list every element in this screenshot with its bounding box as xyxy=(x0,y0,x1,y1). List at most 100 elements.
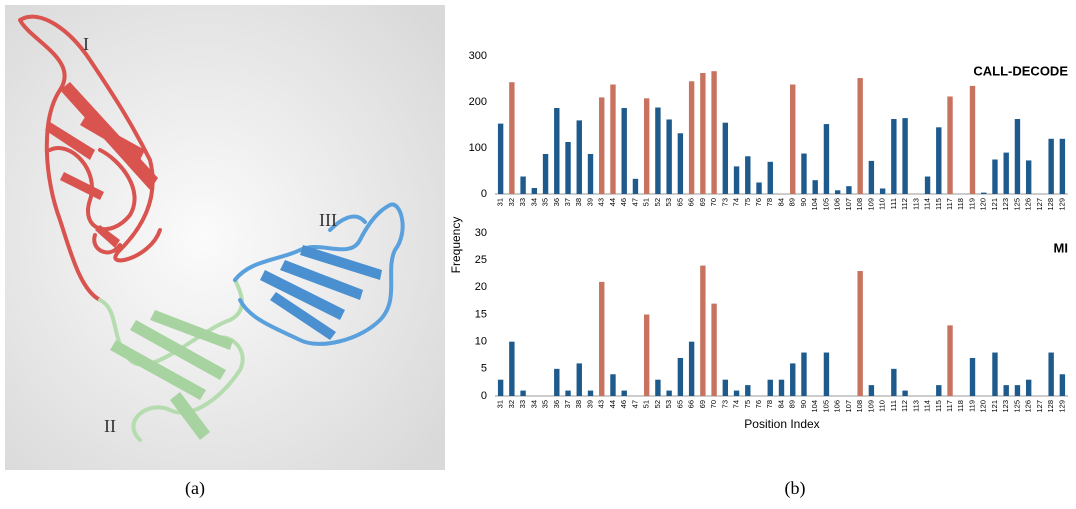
x-tick-label: 89 xyxy=(788,198,797,206)
bar xyxy=(509,342,514,396)
x-tick-label: 38 xyxy=(574,198,583,206)
x-tick-label: 118 xyxy=(956,400,965,412)
x-tick-label: 73 xyxy=(720,400,729,408)
bar xyxy=(1026,380,1031,396)
bar xyxy=(801,154,806,194)
bar xyxy=(520,391,525,396)
bar xyxy=(498,124,503,194)
bar xyxy=(498,380,503,396)
x-tick-label: 121 xyxy=(990,400,999,413)
x-tick-label: 53 xyxy=(664,198,673,206)
x-tick-label: 123 xyxy=(1001,198,1010,211)
x-tick-label: 106 xyxy=(833,400,842,413)
bar xyxy=(813,180,818,194)
x-tick-label: 104 xyxy=(810,400,819,413)
x-tick-label: 110 xyxy=(878,198,887,210)
bar xyxy=(947,96,952,194)
protein-image-bg xyxy=(5,5,445,470)
bar xyxy=(666,119,671,194)
bar xyxy=(554,369,559,396)
bar xyxy=(644,315,649,397)
x-tick-label: 123 xyxy=(1001,400,1010,413)
x-tick-label: 35 xyxy=(541,198,550,206)
x-tick-label: 38 xyxy=(574,400,583,408)
x-tick-label: 117 xyxy=(945,198,954,210)
y-tick-label: 20 xyxy=(475,281,487,293)
x-tick-label: 31 xyxy=(496,198,505,206)
domain-label: III xyxy=(319,210,337,230)
x-tick-label: 44 xyxy=(608,400,617,408)
x-tick-label: 53 xyxy=(664,400,673,408)
y-tick-label: 0 xyxy=(481,188,487,200)
bar xyxy=(666,391,671,396)
x-tick-label: 52 xyxy=(653,198,662,206)
bar xyxy=(790,85,795,194)
x-tick-label: 106 xyxy=(833,198,842,211)
x-tick-label: 39 xyxy=(585,400,594,408)
figure: I II III (a) (b) Frequency Position Inde… xyxy=(0,0,1076,504)
x-tick-label: 74 xyxy=(732,400,741,408)
bar xyxy=(700,266,705,396)
x-tick-label: 44 xyxy=(608,198,617,206)
x-tick-label: 39 xyxy=(585,198,594,206)
bar xyxy=(577,120,582,194)
x-tick-label: 78 xyxy=(765,400,774,408)
bar xyxy=(734,166,739,194)
x-tick-label: 76 xyxy=(754,400,763,408)
x-tick-label: 51 xyxy=(642,400,651,408)
bar xyxy=(610,374,615,396)
bar xyxy=(835,190,840,194)
bar xyxy=(824,353,829,396)
x-tick-label: 126 xyxy=(1024,400,1033,413)
bar xyxy=(599,97,604,194)
bar xyxy=(936,127,941,194)
bar xyxy=(543,154,548,194)
panel-label: (b) xyxy=(785,478,806,499)
bar xyxy=(824,124,829,194)
x-tick-label: 105 xyxy=(821,198,830,211)
bar xyxy=(970,358,975,396)
x-tick-label: 32 xyxy=(507,400,516,408)
bar xyxy=(891,369,896,396)
x-tick-label: 128 xyxy=(1046,198,1055,211)
x-tick-label: 37 xyxy=(563,400,572,408)
bar xyxy=(891,119,896,194)
x-tick-label: 111 xyxy=(889,198,898,209)
x-tick-label: 70 xyxy=(709,198,718,206)
bar xyxy=(599,282,604,396)
x-tick-label: 118 xyxy=(956,198,965,210)
x-tick-label: 108 xyxy=(855,400,864,413)
x-tick-label: 75 xyxy=(743,400,752,408)
x-tick-label: 74 xyxy=(732,198,741,206)
x-tick-label: 119 xyxy=(967,198,976,210)
bar xyxy=(565,391,570,396)
bar xyxy=(723,380,728,396)
x-tick-label: 114 xyxy=(923,198,932,210)
x-tick-label: 104 xyxy=(810,198,819,211)
x-tick-label: 125 xyxy=(1012,198,1021,211)
x-tick-label: 115 xyxy=(934,198,943,210)
bar xyxy=(644,98,649,194)
chart-title: CALL-DECODE xyxy=(973,63,1068,78)
y-tick-label: 15 xyxy=(475,308,487,320)
x-tick-label: 128 xyxy=(1046,400,1055,413)
x-tick-label: 105 xyxy=(821,400,830,413)
x-tick-label: 90 xyxy=(799,198,808,206)
bar xyxy=(655,380,660,396)
bar xyxy=(711,71,716,194)
x-tick-label: 89 xyxy=(788,400,797,408)
bar xyxy=(1048,353,1053,396)
x-tick-label: 36 xyxy=(552,198,561,206)
x-tick-label: 37 xyxy=(563,198,572,206)
bar xyxy=(869,385,874,396)
domain-label: II xyxy=(104,416,116,436)
bar xyxy=(1060,139,1065,194)
x-tick-label: 90 xyxy=(799,400,808,408)
x-tick-label: 112 xyxy=(900,400,909,412)
bar xyxy=(947,325,952,396)
x-tick-label: 69 xyxy=(698,198,707,206)
x-tick-label: 129 xyxy=(1057,400,1066,413)
x-tick-label: 84 xyxy=(776,400,785,408)
y-axis-label: Frequency xyxy=(449,217,463,274)
x-tick-label: 70 xyxy=(709,400,718,408)
